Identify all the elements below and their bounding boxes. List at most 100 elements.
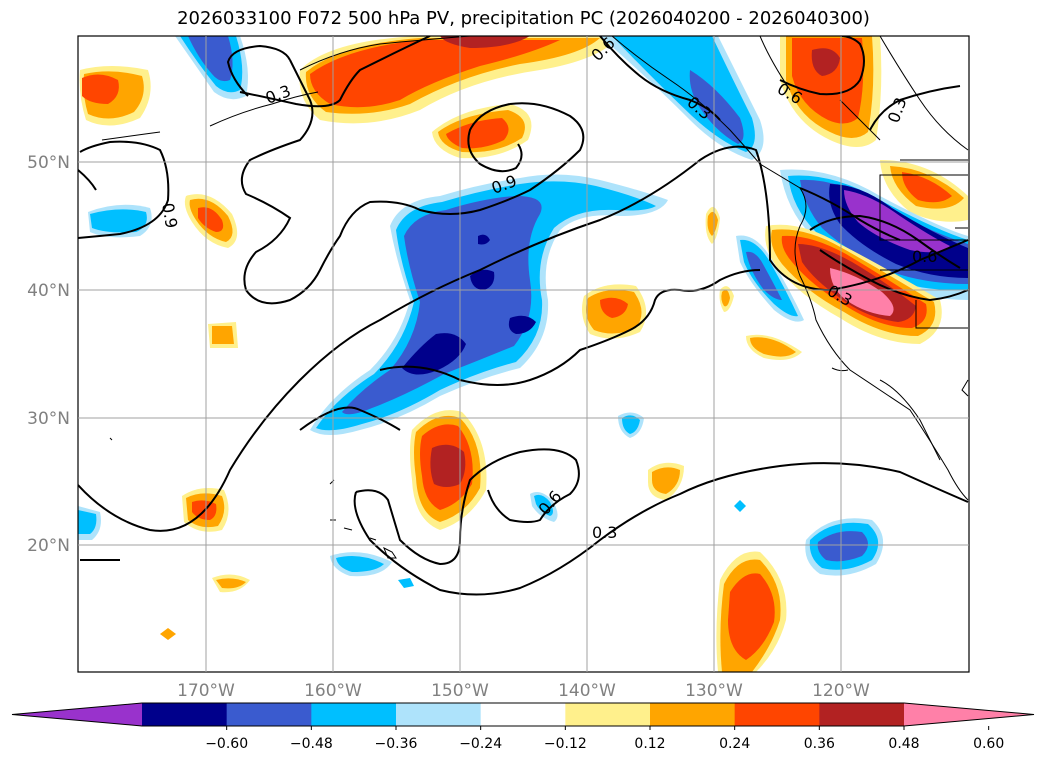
- pv-contour: [809, 214, 961, 269]
- positive-anomaly-patch: [440, 36, 530, 48]
- colorbar-segment: [480, 703, 566, 726]
- map-frame: [77, 35, 970, 673]
- pv-contour: [239, 36, 431, 108]
- positive-anomaly-patch: [600, 297, 628, 318]
- pv-contour: [779, 36, 865, 96]
- colorbar-segment: [565, 703, 651, 726]
- coastline: [109, 437, 113, 441]
- contour-label: 0.3: [884, 95, 911, 125]
- coastline: [101, 131, 161, 141]
- pv-contours: [78, 36, 969, 596]
- negative-anomaly-patch: [734, 500, 746, 512]
- colorbar-segment: [142, 703, 228, 726]
- positive-anomaly-patch: [446, 118, 509, 149]
- longitude-label: 140°W: [558, 681, 616, 701]
- positive-anomaly-patch: [216, 578, 246, 589]
- pv-contour: [355, 448, 580, 566]
- contour-label: 0.9: [158, 201, 181, 229]
- coastline: [961, 379, 969, 397]
- colorbar-outline: [11, 702, 1035, 727]
- contour-label: 0.3: [592, 523, 617, 542]
- colorbar-segment: [226, 703, 312, 726]
- latitude-labels: 50°N 40°N 30°N 20°N: [27, 153, 70, 556]
- pv-contour: [226, 44, 291, 97]
- colorbar-tick-label: 0.12: [634, 736, 665, 752]
- positive-anomaly-patch: [707, 211, 718, 236]
- negative-anomaly-patch: [336, 556, 384, 572]
- contour-label: 0.3: [263, 81, 293, 108]
- positive-anomaly-patch: [310, 40, 560, 108]
- positive-anomaly-patch: [82, 74, 119, 104]
- longitude-label: 170°W: [177, 681, 235, 701]
- colorbar-segment: [311, 703, 397, 726]
- pv-contour: [78, 145, 969, 532]
- positive-anomaly-patch: [652, 467, 680, 494]
- pv-contour: [799, 187, 901, 241]
- colorbar-extend-min: [12, 703, 142, 726]
- negative-anomaly-patch: [746, 251, 782, 300]
- latitude-label: 30°N: [27, 409, 70, 429]
- pv-contour: [379, 269, 761, 386]
- coastline: [915, 300, 968, 329]
- pv-contour: [299, 406, 401, 431]
- negative-anomaly-patch: [342, 196, 542, 415]
- colorbar-tick-label: −0.12: [544, 736, 587, 752]
- longitude-label: 120°W: [812, 681, 870, 701]
- latitude-label: 20°N: [27, 536, 70, 556]
- coastline: [879, 379, 941, 461]
- coastline: [209, 91, 319, 127]
- coastline: [879, 36, 969, 151]
- negative-anomaly-patch: [622, 415, 640, 434]
- gridlines: [78, 36, 969, 672]
- coastline: [343, 527, 353, 531]
- pv-contour: [599, 36, 721, 121]
- coastline: [831, 367, 849, 372]
- longitude-labels: 170°W 160°W 150°W 140°W 130°W 120°W: [177, 681, 870, 701]
- pv-contour: [353, 462, 969, 596]
- pv-contour: [467, 103, 523, 173]
- colorbar-tick-label: 0.48: [888, 736, 919, 752]
- coastline: [383, 546, 397, 559]
- positive-anomaly-patch: [728, 573, 775, 660]
- colorbar-tick-label: −0.60: [205, 736, 248, 752]
- pv-contour: [869, 85, 961, 131]
- coastline: [299, 36, 471, 71]
- negative-anomaly-patch: [398, 578, 414, 588]
- positive-anomaly-patch: [212, 326, 234, 344]
- negative-anomaly-patch: [508, 315, 536, 334]
- positive-anomaly-patch: [811, 48, 840, 76]
- negative-anomaly-patch: [689, 70, 744, 144]
- colorbar-tick-label: −0.36: [375, 736, 418, 752]
- colorbar-tick-label: −0.24: [459, 736, 502, 752]
- pv-contour: [78, 169, 97, 191]
- latitude-label: 50°N: [27, 153, 70, 173]
- positive-anomaly-patch: [430, 444, 466, 487]
- negative-anomaly-patch: [78, 510, 97, 534]
- longitude-label: 150°W: [431, 681, 489, 701]
- positive-anomaly-patch: [792, 38, 864, 124]
- negative-anomaly-patch: [402, 333, 466, 375]
- pv-contour: [240, 59, 585, 305]
- coastline: [369, 537, 377, 541]
- pv-contour: [78, 140, 170, 239]
- negative-anomaly-patch: [188, 36, 233, 82]
- colorbar-segment: [650, 703, 736, 726]
- pv-contour: [819, 249, 969, 302]
- colorbar-tick-label: 0.36: [804, 736, 835, 752]
- positive-anomaly-patch: [750, 337, 796, 357]
- positive-anomaly-patch: [198, 207, 224, 232]
- positive-anomaly-patch: [721, 290, 730, 307]
- colorbar-tick-label: 0.60: [973, 736, 1004, 752]
- negative-anomaly-patch: [470, 269, 495, 290]
- negative-anomaly-patch: [90, 209, 147, 233]
- colorbar-extend-max: [904, 703, 1034, 726]
- colorbar-segment: [734, 703, 820, 726]
- colorbar-segment: [819, 703, 905, 726]
- longitude-label: 160°W: [304, 681, 362, 701]
- positive-anomaly-patch: [830, 268, 894, 316]
- coastline: [839, 99, 881, 141]
- negative-anomaly-patch: [478, 234, 490, 245]
- contour-label: 0.6: [912, 247, 937, 266]
- coastline: [879, 174, 968, 241]
